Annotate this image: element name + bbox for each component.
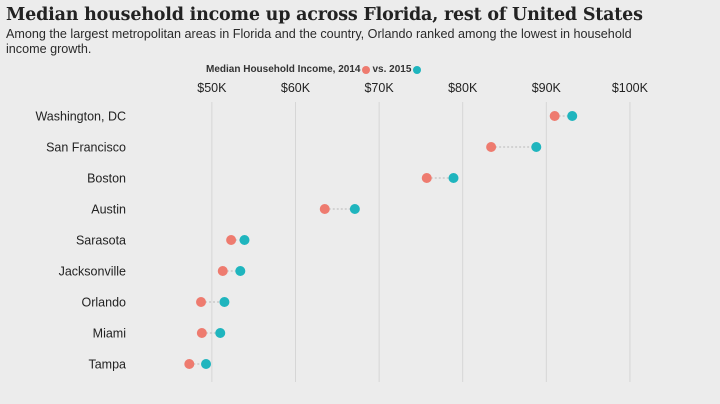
point-2015 — [531, 142, 542, 152]
category-label: Tampa — [88, 358, 126, 372]
point-2014 — [184, 359, 195, 369]
chart-subtitle: Among the largest metropolitan areas in … — [6, 27, 632, 56]
point-2014 — [196, 328, 207, 338]
category-label: Sarasota — [76, 234, 126, 248]
x-tick-label: $70K — [364, 81, 394, 95]
x-tick-label: $50K — [197, 81, 227, 95]
point-2014 — [196, 297, 207, 307]
x-tick-label: $90K — [532, 81, 562, 95]
point-2014 — [549, 111, 560, 121]
point-2014 — [217, 266, 228, 276]
legend-dot-2014 — [362, 65, 371, 74]
legend-label-2014: Median Household Income, 2014 — [206, 64, 361, 75]
x-tick-label: $100K — [612, 81, 649, 95]
x-tick-label: $60K — [281, 81, 311, 95]
point-2015 — [448, 173, 459, 183]
point-2015 — [567, 111, 578, 121]
category-label: Austin — [91, 203, 126, 217]
point-2015 — [219, 297, 230, 307]
x-tick-label: $80K — [448, 81, 478, 95]
legend-label-2015: vs. 2015 — [372, 64, 412, 75]
point-2015 — [215, 328, 226, 338]
category-label: Boston — [87, 172, 126, 186]
legend-dot-2015 — [413, 65, 422, 74]
point-2014 — [486, 142, 497, 152]
category-label: San Francisco — [46, 141, 126, 155]
category-label: Jacksonville — [59, 265, 126, 279]
point-2014 — [226, 235, 237, 245]
chart-title: Median household income up across Florid… — [6, 5, 643, 25]
category-label: Orlando — [82, 296, 127, 310]
point-2015 — [239, 235, 250, 245]
legend: Median Household Income, 2014 vs. 2015 — [206, 64, 423, 75]
point-2015 — [201, 359, 212, 369]
category-label: Washington, DC — [35, 110, 126, 124]
point-2014 — [421, 173, 432, 183]
point-2015 — [235, 266, 246, 276]
point-2015 — [349, 204, 360, 214]
category-label: Miami — [93, 327, 126, 341]
point-2014 — [319, 204, 330, 214]
